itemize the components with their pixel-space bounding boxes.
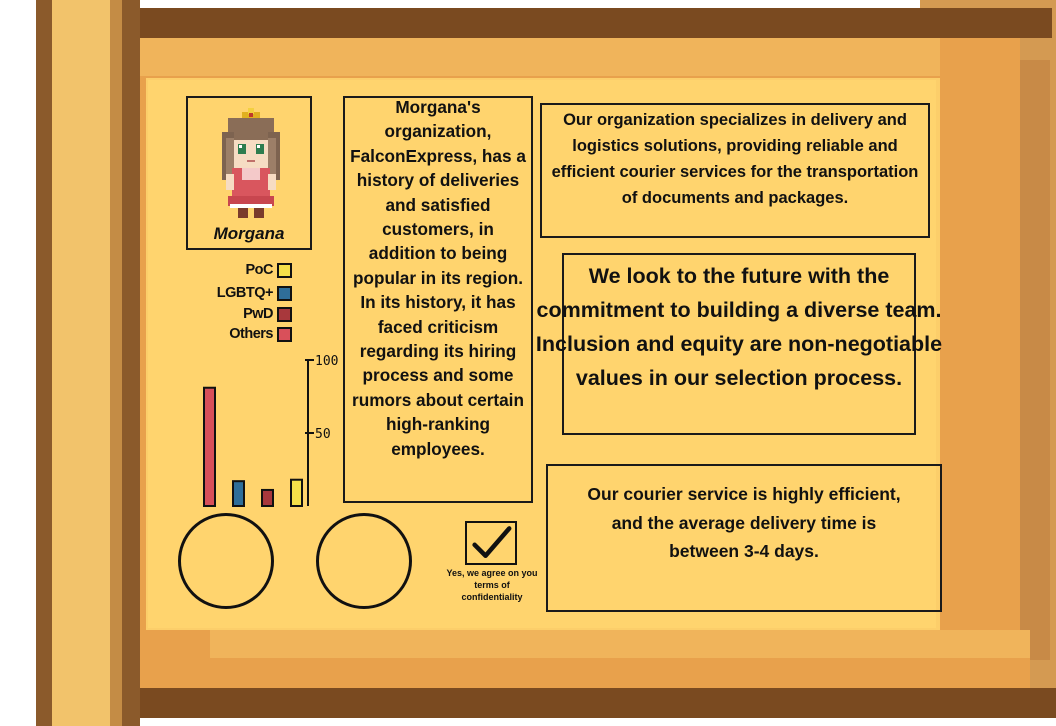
- legend-swatch: [277, 306, 292, 322]
- bar-others: [203, 386, 216, 508]
- scroll-top-band: [140, 38, 940, 76]
- y-tick-label: 100: [315, 354, 338, 369]
- courier-panel: Our courier service is highly efficient,…: [546, 464, 942, 612]
- stamp-slot-2[interactable]: [316, 513, 412, 609]
- scroll-rod-edge: [36, 0, 52, 726]
- character-name: Morgana: [213, 224, 285, 243]
- stamp-slot-1[interactable]: [178, 513, 274, 609]
- scroll-bottom-band-highlight: [210, 630, 1030, 658]
- legend-label: PoC: [245, 262, 274, 278]
- checkmark-icon: [472, 526, 512, 558]
- organization-panel: Our organization specializes in delivery…: [540, 103, 930, 238]
- legend-swatch: [277, 326, 292, 342]
- confidentiality-checkbox[interactable]: [465, 521, 517, 565]
- legend-swatch: [277, 262, 292, 278]
- legend-label: PwD: [243, 306, 273, 322]
- bar-pwd: [261, 488, 274, 508]
- legend-swatch: [277, 285, 292, 301]
- scroll-rod-shadow: [122, 0, 140, 726]
- character-sprite: [222, 108, 280, 218]
- scroll-rod-highlight: [52, 0, 110, 726]
- y-tick-label: 50: [315, 427, 331, 442]
- legend-item-others: Others: [200, 324, 292, 344]
- bar-lgbtq: [232, 480, 245, 507]
- scroll-bottom-bar: [36, 688, 1056, 718]
- character-portrait: Morgana: [186, 96, 312, 250]
- legend-label: Others: [229, 326, 273, 342]
- history-panel: Morgana's organization, FalconExpress, h…: [343, 96, 533, 503]
- legend-item-pwd: PwD: [210, 304, 292, 324]
- confidentiality-label: Yes, we agree on you terms of confidenti…: [446, 568, 538, 602]
- courier-text: Our courier service is highly efficient,…: [587, 484, 901, 561]
- legend-item-poc: PoC: [210, 260, 292, 280]
- diversity-panel: We look to the future with the commitmen…: [536, 253, 942, 435]
- legend-label: LGBTQ+: [216, 285, 274, 301]
- diversity-bar-chart: 50 100: [203, 354, 338, 508]
- legend-item-lgbtq: LGBTQ+: [192, 283, 292, 303]
- organization-text: Our organization specializes in delivery…: [551, 111, 919, 207]
- bar-poc: [290, 478, 303, 508]
- history-text: Morgana's organization, FalconExpress, h…: [350, 97, 526, 459]
- scroll-top-bar: [36, 8, 1052, 38]
- diversity-text: We look to the future with the commitmen…: [535, 264, 943, 390]
